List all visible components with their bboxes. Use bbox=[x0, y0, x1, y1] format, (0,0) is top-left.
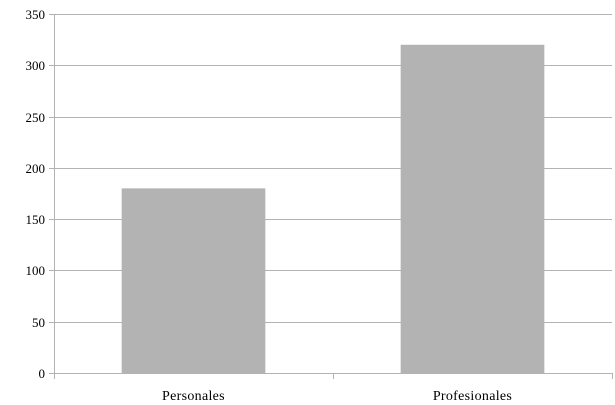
x-tick-label-profesionales: Profesionales bbox=[433, 389, 512, 404]
y-tick-label-350: 350 bbox=[26, 7, 46, 22]
y-tick-label-150: 150 bbox=[26, 212, 46, 227]
x-tick-labels: Personales Profesionales bbox=[162, 389, 512, 404]
bars bbox=[121, 44, 545, 374]
x-tick-label-personales: Personales bbox=[162, 389, 225, 404]
y-tick-label-0: 0 bbox=[39, 366, 46, 381]
axes bbox=[49, 14, 613, 379]
y-tick-label-50: 50 bbox=[32, 315, 45, 330]
y-tick-label-100: 100 bbox=[26, 263, 46, 278]
y-tick-labels: 0 50 100 150 200 250 300 350 bbox=[26, 7, 46, 381]
y-tick-label-250: 250 bbox=[26, 110, 46, 125]
bar-profesionales bbox=[400, 44, 545, 374]
bar-personales bbox=[121, 188, 266, 373]
y-tick-label-200: 200 bbox=[26, 161, 46, 176]
y-tick-label-300: 300 bbox=[26, 58, 46, 73]
